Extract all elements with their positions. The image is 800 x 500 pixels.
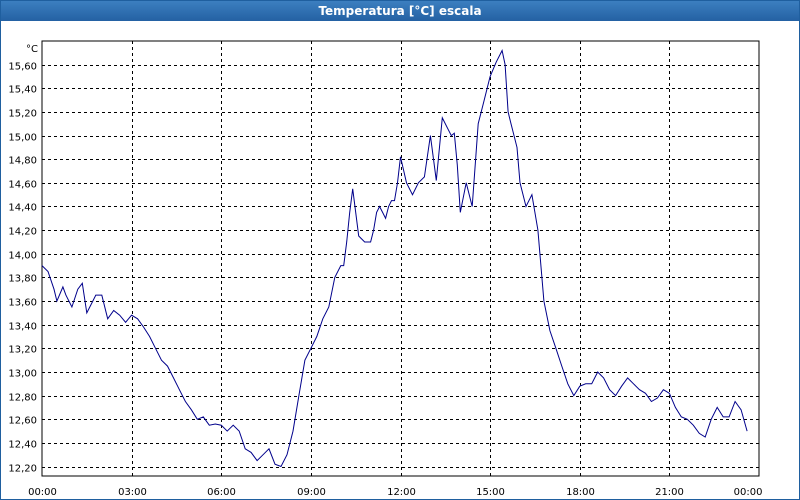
y-tick-label: 14,80 xyxy=(8,156,37,167)
x-tick-time-label: 15:00 xyxy=(476,487,505,498)
y-tick-label: 12,20 xyxy=(8,464,37,475)
temperature-series-line xyxy=(41,49,748,468)
x-tick-time-label: 21:00 xyxy=(655,487,684,498)
plot-area-border xyxy=(41,40,760,477)
x-tick-time-label: 06:00 xyxy=(207,487,236,498)
chart-title: Temperatura [°C] escala xyxy=(1,1,799,21)
y-tick-label: 13,40 xyxy=(8,322,37,333)
y-tick-label: 15,00 xyxy=(8,133,37,144)
x-tick-time-label: 00:00 xyxy=(28,487,57,498)
x-tick-time-label: 09:00 xyxy=(297,487,326,498)
x-tick-time-label: 18:00 xyxy=(566,487,595,498)
chart-plot: 12,20 12,40 12,60 12,80 13,00 13,20 13,40 13,60… xyxy=(8,40,763,498)
x-axis-ticks: 00:0024/11/1403:0024/11/1406:0024/11/140… xyxy=(28,487,763,498)
y-tick-label: 15,60 xyxy=(8,62,37,73)
y-tick-label: 15,40 xyxy=(8,85,37,96)
x-tick-time-label: 03:00 xyxy=(118,487,147,498)
y-axis-unit-label: °C xyxy=(26,44,38,55)
y-tick-label: 13,80 xyxy=(8,274,37,285)
y-tick-label: 13,00 xyxy=(8,369,37,380)
y-tick-label: 14,00 xyxy=(8,251,37,262)
x-tick-time-label: 00:00 xyxy=(734,487,763,498)
y-tick-label: 14,60 xyxy=(8,180,37,191)
x-tick-time-label: 12:00 xyxy=(387,487,416,498)
y-tick-label: 12,40 xyxy=(8,440,37,451)
y-tick-label: 14,40 xyxy=(8,203,37,214)
y-tick-label: 13,60 xyxy=(8,298,37,309)
y-tick-label: 14,20 xyxy=(8,227,37,238)
y-tick-label: 13,20 xyxy=(8,345,37,356)
grid-lines xyxy=(42,41,759,476)
y-tick-label: 15,20 xyxy=(8,109,37,120)
y-tick-label: 12,80 xyxy=(8,393,37,404)
y-axis-ticks: 12,20 12,40 12,60 12,80 13,00 13,20 13,40 13,60… xyxy=(8,62,37,475)
y-tick-label: 12,60 xyxy=(8,416,37,427)
